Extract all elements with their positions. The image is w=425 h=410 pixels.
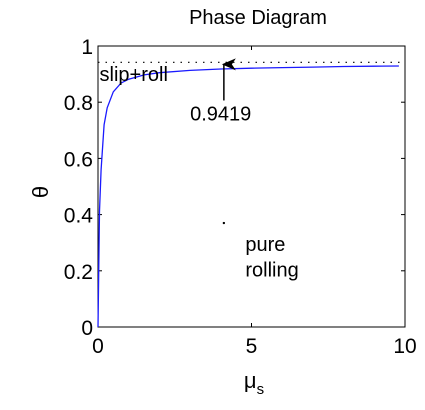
series-group — [97, 61, 405, 328]
x-axis-label-subscript: s — [257, 381, 265, 398]
x-tick-label: 5 — [246, 335, 258, 358]
chart-title: Phase Diagram — [189, 7, 327, 29]
annotation-label: slip+roll — [100, 64, 168, 86]
axis-ticks: 0 5 10 0 0.2 0.4 0.6 0.8 1 — [64, 36, 417, 358]
x-tick-label: 0 — [92, 335, 104, 358]
x-axis-label-main: μ — [244, 368, 257, 393]
marker-group — [222, 221, 226, 225]
plot-area — [97, 45, 406, 328]
y-tick-label: 0.8 — [64, 92, 93, 115]
annotation-label: 0.9419 — [190, 103, 251, 125]
y-tick-label: 1 — [81, 36, 93, 59]
y-axis-label: θ — [28, 186, 53, 198]
series-line-boundary — [97, 65, 399, 328]
x-tick-label: 10 — [393, 335, 416, 358]
annotation-label: rolling — [245, 259, 298, 281]
y-tick-label: 0 — [81, 317, 93, 340]
y-tick-label: 0.2 — [64, 261, 93, 284]
y-tick-label: 0.6 — [64, 148, 93, 171]
annotation-group: slip+roll 0.9419 pure rolling — [100, 58, 299, 281]
x-axis-label: μs — [244, 368, 264, 398]
annotation-label: pure — [245, 234, 285, 256]
point-marker — [222, 221, 226, 225]
y-tick-label: 0.4 — [64, 205, 94, 228]
